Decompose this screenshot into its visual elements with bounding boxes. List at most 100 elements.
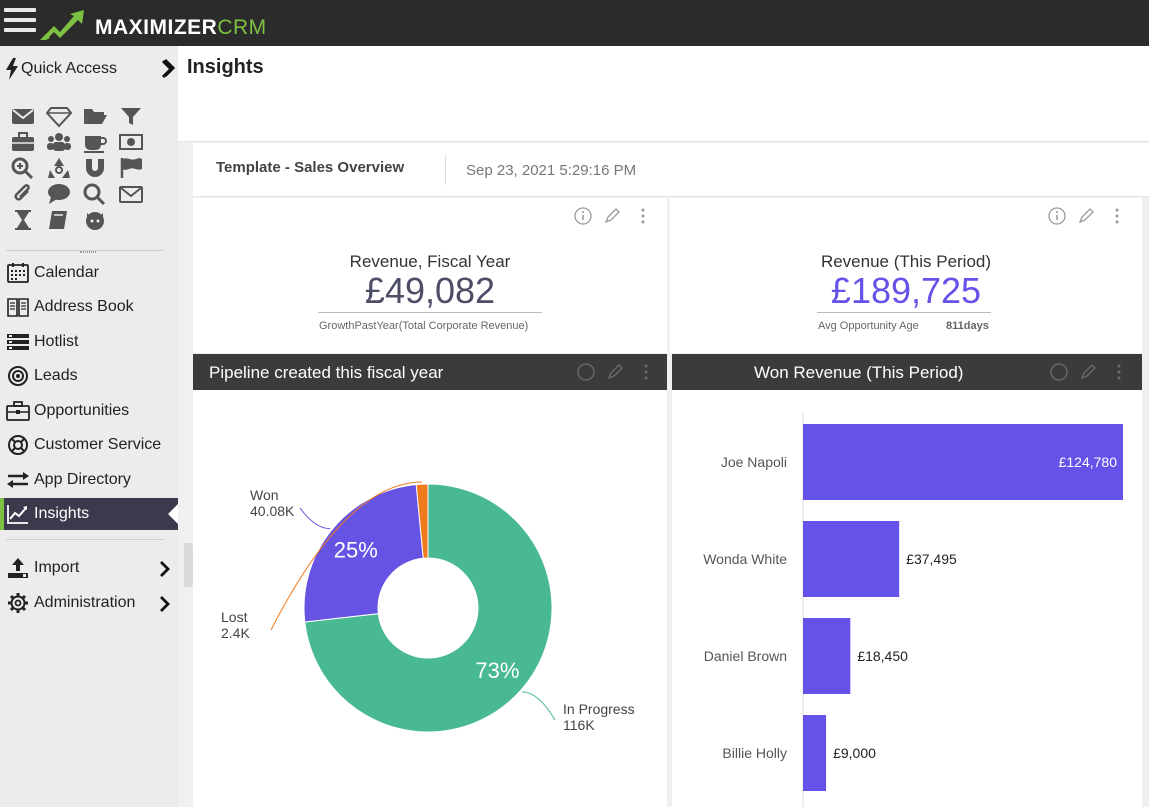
panel-tools — [1050, 363, 1121, 381]
pie-leader-line — [521, 691, 556, 721]
brand-name[interactable]: MAXIMIZERCRM — [95, 16, 267, 39]
upload-icon — [8, 558, 28, 578]
filter-icon[interactable] — [118, 104, 144, 128]
kpi-sub-label: Avg Opportunity Age — [818, 320, 919, 332]
coffee-icon[interactable] — [82, 130, 108, 154]
envelope-icon[interactable] — [118, 182, 144, 206]
sidebar-item-label: Opportunities — [34, 402, 130, 419]
sidebar-item-label: Insights — [34, 505, 90, 522]
dashboard-toolbar — [193, 143, 1149, 197]
sidebar-item-insights[interactable]: Insights — [0, 498, 178, 530]
kpi-title: Revenue, Fiscal Year — [349, 252, 511, 271]
edit-pencil-icon[interactable] — [604, 208, 620, 224]
info-icon[interactable] — [1048, 207, 1066, 225]
pie-slice-lost[interactable] — [415, 483, 429, 559]
briefcase-icon[interactable] — [10, 130, 36, 154]
sidebar-item-calendar[interactable]: Calendar — [0, 257, 178, 289]
gear-icon — [8, 593, 28, 613]
github-icon[interactable] — [82, 208, 108, 232]
bar-wonda-white[interactable] — [803, 521, 900, 597]
chevron-right-icon[interactable] — [158, 559, 172, 579]
recycle-icon[interactable] — [46, 156, 72, 180]
diamond-icon[interactable] — [46, 104, 72, 128]
sidebar-item-leads[interactable]: Leads — [0, 360, 178, 392]
top-bar: MAXIMIZERCRM — [0, 0, 1149, 46]
kpi-card-revenue-fiscal-year — [193, 198, 667, 353]
folder-open-icon[interactable] — [82, 104, 108, 128]
sidebar-collapse-handle[interactable] — [184, 543, 193, 587]
mail-icon[interactable] — [10, 104, 36, 128]
page-title: Insights — [187, 56, 264, 78]
card-tools — [1048, 207, 1119, 225]
panel-tools — [577, 363, 648, 381]
panel-title: Won Revenue (This Period) — [754, 363, 964, 382]
grip-handle-icon[interactable] — [80, 251, 96, 253]
sidebar-item-import[interactable]: Import — [0, 552, 178, 584]
zoom-in-icon[interactable] — [10, 156, 36, 180]
chart-line-icon — [7, 505, 28, 524]
pie-slice-won[interactable] — [303, 484, 424, 623]
edit-pencil-icon[interactable] — [1080, 364, 1096, 380]
kpi-title: Revenue (This Period) — [820, 252, 992, 271]
magnet-icon[interactable] — [82, 156, 108, 180]
bar-value-label: £124,780 — [1059, 454, 1118, 470]
book-icon[interactable] — [46, 208, 72, 232]
kpi-sub-value: 811days — [946, 320, 989, 332]
bar-category-label: Billie Holly — [722, 745, 787, 761]
sidebar-item-administration[interactable]: Administration — [0, 587, 178, 619]
pie-slice-name: In Progress — [563, 701, 635, 717]
edit-pencil-icon[interactable] — [607, 364, 623, 380]
more-vertical-icon[interactable] — [641, 208, 645, 224]
more-vertical-icon[interactable] — [1115, 208, 1119, 224]
chat-icon[interactable] — [46, 182, 72, 206]
sidebar-item-address-book[interactable]: Address Book — [0, 291, 178, 323]
chevron-right-icon[interactable] — [158, 594, 172, 614]
address-book-icon — [7, 298, 29, 317]
sidebar-item-label: Leads — [34, 367, 78, 384]
edit-pencil-icon[interactable] — [1078, 208, 1094, 224]
bar-value-label: £37,495 — [906, 551, 957, 567]
kpi-sub-label: GrowthPastYear(Total Corporate Revenue) — [319, 320, 529, 332]
pie-slice-value: 2.4K — [221, 625, 250, 641]
info-icon[interactable] — [574, 207, 592, 225]
pie-leader-line — [299, 507, 331, 530]
sidebar-item-app-directory[interactable]: App Directory — [0, 464, 178, 496]
flag-icon[interactable] — [118, 156, 144, 180]
info-icon[interactable] — [1050, 363, 1068, 381]
quick-access-label: Quick Access — [21, 60, 118, 77]
kpi-divider — [318, 312, 542, 313]
pie-slice-in-progress[interactable] — [304, 483, 553, 733]
chevron-right-icon[interactable] — [162, 56, 176, 80]
pie-percent-label: 73% — [475, 658, 519, 683]
lightning-icon — [6, 58, 18, 80]
sidebar-item-label: Customer Service — [34, 436, 162, 453]
kpi-card-revenue-this-period — [670, 198, 1142, 353]
search-icon[interactable] — [82, 182, 108, 206]
lifebuoy-icon — [8, 435, 28, 455]
sidebar-item-hotlist[interactable]: Hotlist — [0, 326, 178, 358]
template-name[interactable]: Template - Sales Overview — [216, 159, 405, 176]
maximizer-logo-icon — [40, 10, 84, 40]
kpi-value: £49,082 — [364, 270, 496, 311]
pie-leader-line — [270, 481, 423, 631]
sidebar: Quick Access Calendar Addre — [0, 46, 178, 807]
sidebar-item-customer-service[interactable]: Customer Service — [0, 429, 178, 461]
bar-daniel-brown[interactable] — [803, 618, 851, 694]
info-icon[interactable] — [577, 363, 595, 381]
sidebar-item-opportunities[interactable]: Opportunities — [0, 395, 178, 427]
paperclip-icon[interactable] — [10, 182, 36, 206]
sidebar-item-label: Calendar — [34, 264, 99, 281]
sidebar-item-label: Administration — [34, 594, 136, 611]
sidebar-divider — [6, 250, 164, 251]
hamburger-menu-icon[interactable] — [4, 8, 36, 38]
sidebar-item-label: Import — [34, 559, 80, 576]
bar-billie-holly[interactable] — [803, 715, 827, 791]
bar-joe-napoli[interactable] — [803, 424, 1123, 500]
hourglass-icon[interactable] — [10, 208, 36, 232]
quick-access-header[interactable]: Quick Access — [0, 46, 178, 90]
money-icon[interactable] — [118, 130, 144, 154]
group-icon[interactable] — [46, 130, 72, 154]
more-vertical-icon[interactable] — [1117, 364, 1121, 380]
more-vertical-icon[interactable] — [644, 364, 648, 380]
